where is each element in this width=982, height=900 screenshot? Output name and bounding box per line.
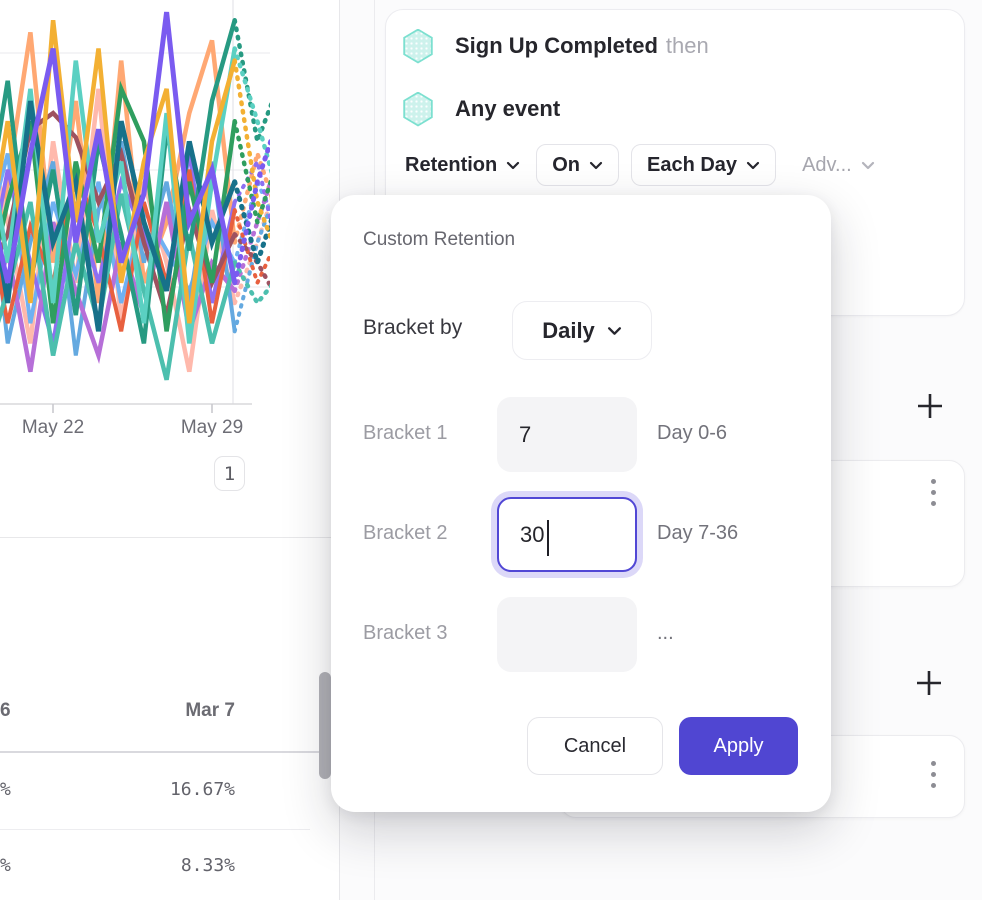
- bracket-2-range-hint: Day 7-36: [657, 522, 739, 544]
- bracket-by-dropdown[interactable]: Daily: [512, 301, 652, 360]
- query-controls-row: Retention On Each Day Adv...: [401, 144, 879, 186]
- vertical-scrollbar-thumb[interactable]: [319, 672, 331, 779]
- retention-line-chart: [0, 0, 270, 413]
- x-axis-tick-label: May 22: [21, 417, 85, 438]
- table-cell: 16.67%: [169, 779, 235, 800]
- retention-type-dropdown[interactable]: Retention: [401, 144, 524, 186]
- kebab-menu-icon[interactable]: [927, 475, 940, 510]
- bracket-1-label: Bracket 1: [363, 422, 448, 444]
- bracket-2-input[interactable]: [497, 497, 637, 572]
- chevron-down-icon: [589, 161, 603, 169]
- bracket-3-range-hint: ...: [657, 622, 674, 644]
- table-header-mar7: Mar 7: [185, 700, 235, 721]
- step-event-label: Sign Up Completed: [455, 33, 658, 58]
- plus-icon: [917, 671, 941, 695]
- text-cursor: [547, 520, 549, 556]
- step-suffix-label: then: [665, 33, 709, 58]
- table-row-separator: [0, 829, 310, 830]
- query-step-first-event[interactable]: Sign Up Completed then: [402, 28, 709, 64]
- bracket-1-range-hint: Day 0-6: [657, 422, 728, 444]
- plus-icon: [918, 394, 942, 418]
- dropdown-label: On: [552, 153, 580, 176]
- bracket-3-label: Bracket 3: [363, 622, 448, 644]
- add-section-button[interactable]: [914, 668, 944, 698]
- chevron-down-icon: [607, 326, 621, 335]
- chevron-down-icon: [746, 161, 760, 169]
- bracket-3-input[interactable]: [497, 597, 637, 672]
- dropdown-label: Each Day: [647, 153, 738, 176]
- table-cell: 8.33%: [180, 855, 235, 876]
- cancel-button[interactable]: Cancel: [527, 717, 663, 775]
- x-axis-tick-label: May 29: [180, 417, 244, 438]
- chart-and-table-pane: May 22 May 29 1 6 Mar 7 % 16.67% % 8.33%: [0, 0, 340, 900]
- bracket-2-label: Bracket 2: [363, 522, 448, 544]
- table-header-partial: 6: [0, 700, 11, 721]
- modal-title: Custom Retention: [363, 229, 516, 250]
- dropdown-label: Daily: [542, 317, 595, 343]
- bracket-1-input[interactable]: [497, 397, 637, 472]
- bracket-by-label: Bracket by: [363, 316, 463, 339]
- hexagon-event-icon: [402, 28, 434, 64]
- dropdown-label: Adv...: [802, 153, 852, 176]
- pane-divider: [0, 537, 340, 538]
- table-cell-partial: %: [0, 855, 11, 876]
- step-event-label: Any event: [455, 96, 561, 121]
- pagination-page-button[interactable]: 1: [214, 456, 245, 491]
- chevron-down-icon: [507, 161, 520, 169]
- table-cell-partial: %: [0, 779, 11, 800]
- hexagon-event-icon: [402, 91, 434, 127]
- advanced-dropdown[interactable]: Adv...: [798, 144, 879, 186]
- query-step-return-event[interactable]: Any event: [402, 91, 560, 127]
- add-section-button[interactable]: [915, 391, 945, 421]
- chevron-down-icon: [861, 161, 874, 169]
- on-dropdown[interactable]: On: [536, 144, 619, 186]
- apply-button[interactable]: Apply: [679, 717, 798, 775]
- each-day-dropdown[interactable]: Each Day: [631, 144, 777, 186]
- kebab-menu-icon[interactable]: [927, 757, 940, 792]
- custom-retention-modal: Custom Retention Bracket by Daily Bracke…: [331, 195, 831, 812]
- dropdown-label: Retention: [405, 153, 498, 176]
- table-header-rule: [0, 751, 333, 753]
